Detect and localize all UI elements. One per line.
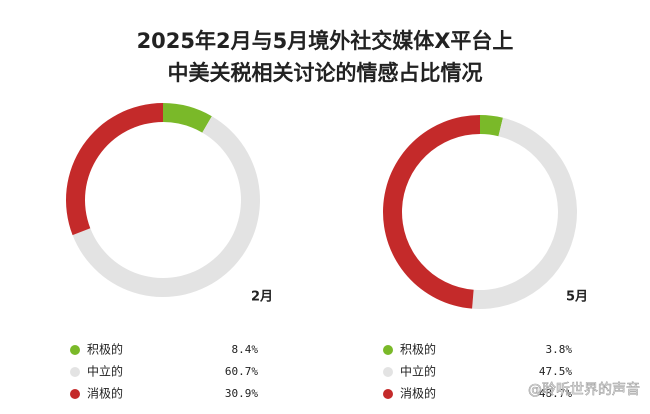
legend-label: 消极的	[87, 386, 123, 401]
value-label: 60.7%	[225, 365, 258, 378]
donut-segment	[66, 103, 163, 236]
value-label: 8.4%	[232, 343, 259, 356]
legend-label: 消极的	[400, 386, 436, 401]
donut-segment	[383, 115, 480, 309]
legend-label: 中立的	[400, 364, 436, 379]
value-label: 30.9%	[225, 387, 258, 400]
legend-label: 积极的	[400, 342, 436, 357]
value-label: 47.5%	[539, 365, 572, 378]
legend-swatch	[70, 367, 80, 377]
legend-swatch	[70, 389, 80, 399]
donut-segment	[163, 103, 212, 133]
value-label: 3.8%	[546, 343, 573, 356]
watermark: @聆听世界的声音	[528, 381, 640, 398]
chart-title: 2025年2月与5月境外社交媒体X平台上	[137, 29, 514, 53]
chart-label: 5月	[566, 290, 588, 305]
legend-swatch	[383, 389, 393, 399]
value-label: 48.7%	[539, 387, 572, 400]
donut-segment	[480, 115, 503, 137]
chart-label: 2月	[251, 290, 273, 305]
chart-title: 中美关税相关讨论的情感占比情况	[168, 61, 483, 85]
legend-label: 中立的	[87, 364, 123, 379]
legend-swatch	[383, 345, 393, 355]
legend-swatch	[383, 367, 393, 377]
legend-label: 积极的	[87, 342, 123, 357]
donut-segment	[472, 117, 577, 309]
legend-swatch	[70, 345, 80, 355]
